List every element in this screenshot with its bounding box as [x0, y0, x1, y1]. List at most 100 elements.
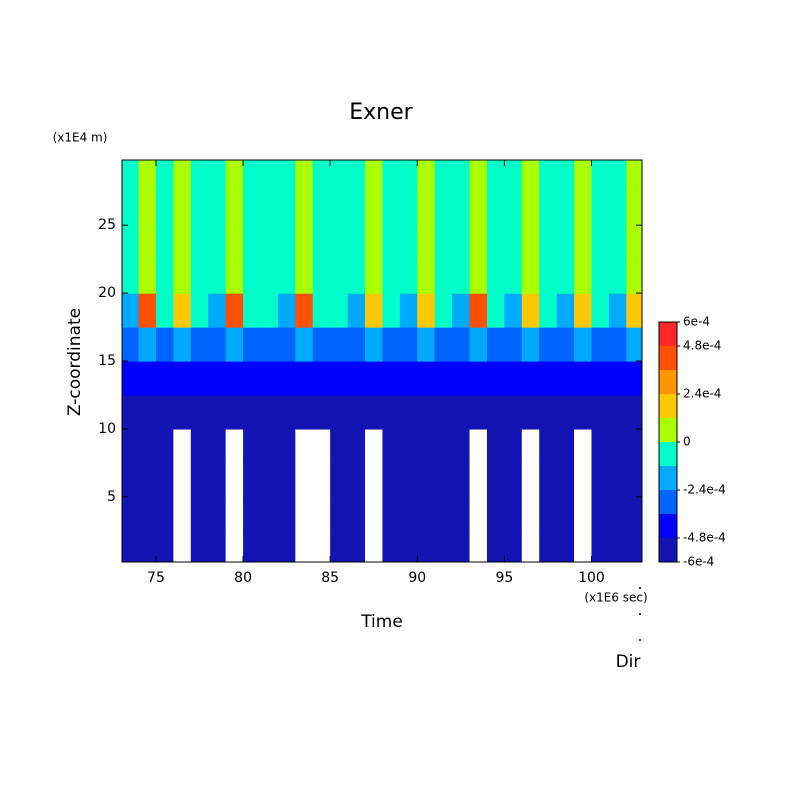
contour-cell — [626, 496, 642, 532]
contour-cell — [243, 293, 262, 328]
contour-cell — [521, 160, 540, 192]
contour-cell — [504, 462, 523, 498]
contour-cell — [626, 530, 642, 562]
contour-cell — [365, 361, 384, 396]
contour-cell — [574, 160, 593, 192]
contour-cell — [295, 496, 314, 532]
contour-cell — [452, 160, 471, 192]
contour-cell — [434, 530, 453, 562]
contour-cell — [225, 462, 244, 498]
contour-cell — [417, 293, 436, 328]
contour-cell — [138, 530, 157, 562]
contour-cell — [365, 259, 384, 294]
direction-label: Dir — [616, 652, 641, 672]
contour-cell — [434, 327, 453, 362]
contour-cell — [556, 327, 575, 362]
contour-cell — [608, 225, 627, 260]
contour-cell — [504, 327, 523, 362]
contour-cell — [277, 160, 296, 192]
dot — [639, 613, 641, 615]
contour-cell — [452, 530, 471, 562]
contour-cell — [312, 327, 331, 362]
contour-cell — [626, 327, 642, 362]
contour-cell — [190, 462, 209, 498]
contour-cell — [365, 225, 384, 260]
contour-cell — [504, 293, 523, 328]
contour-cell — [399, 293, 418, 328]
contour-cell — [225, 259, 244, 294]
axes: 75 80 85 90 95 100 5 10 15 20 25 6e-4 4.8e-4 2.4e-4 0 -… — [98, 159, 726, 586]
colorbar-tick-label: 6e-4 — [683, 315, 710, 329]
contour-cell — [434, 191, 453, 226]
contour-cell — [608, 259, 627, 294]
contour-cell — [330, 259, 349, 294]
contour-cell — [399, 225, 418, 260]
contour-cell — [434, 496, 453, 532]
contour-cell — [190, 428, 209, 464]
contour-cell — [243, 394, 262, 430]
contour-cell — [365, 160, 384, 192]
chart-title: Exner — [349, 100, 413, 125]
contour-cell — [486, 394, 505, 430]
contour-cell — [173, 394, 192, 430]
contour-cell — [138, 160, 157, 192]
contour-cell — [365, 530, 384, 562]
contour-cell — [574, 530, 593, 562]
contour-cell — [138, 259, 157, 294]
contour-cell — [225, 225, 244, 260]
contour-cell — [277, 394, 296, 430]
contour-cell — [295, 259, 314, 294]
contour-cell — [556, 191, 575, 226]
contour-cell — [539, 394, 558, 430]
contour-cell — [260, 191, 279, 226]
contour-cell — [312, 160, 331, 192]
contour-cell — [556, 225, 575, 260]
contour-cell — [469, 428, 488, 464]
contour-cell — [260, 496, 279, 532]
contour-cell — [504, 225, 523, 260]
contour-cell — [190, 191, 209, 226]
contour-cell — [277, 225, 296, 260]
contour-cell — [591, 225, 610, 260]
contour-cell — [382, 293, 401, 328]
contour-cell — [382, 327, 401, 362]
y-tick-label: 15 — [98, 353, 116, 369]
y-tick-label: 20 — [98, 285, 116, 301]
contour-cell — [173, 225, 192, 260]
contour-cell — [469, 394, 488, 430]
contour-cell — [574, 462, 593, 498]
contour-cell — [347, 259, 366, 294]
contour-cell — [260, 225, 279, 260]
contour-cell — [608, 394, 627, 430]
contour-cell — [225, 293, 244, 328]
contour-cell — [417, 225, 436, 260]
contour-cell — [243, 496, 262, 532]
contour-cell — [417, 191, 436, 226]
contour-cell — [347, 225, 366, 260]
contour-cell — [469, 327, 488, 362]
contour-cell — [591, 428, 610, 464]
contour-cell — [608, 462, 627, 498]
contour-cell — [155, 496, 174, 532]
contour-cell — [417, 530, 436, 562]
contour-cell — [591, 293, 610, 328]
contour-cell — [434, 225, 453, 260]
contour-cell — [521, 327, 540, 362]
contour-cell — [521, 191, 540, 226]
colorbar-swatch — [659, 466, 677, 490]
contour-cell — [539, 191, 558, 226]
contour-cell — [521, 462, 540, 498]
contour-cell — [208, 530, 227, 562]
y-unit: (x1E4 m) — [53, 131, 108, 145]
y-tick-label: 25 — [98, 217, 116, 233]
contour-cell — [295, 293, 314, 328]
contour-cell — [434, 394, 453, 430]
contour-cell — [260, 428, 279, 464]
contour-cell — [138, 327, 157, 362]
contour-cell — [190, 327, 209, 362]
contour-cell — [399, 394, 418, 430]
contour-cell — [295, 160, 314, 192]
contour-cell — [312, 225, 331, 260]
contour-cell — [312, 496, 331, 532]
contour-cell — [608, 530, 627, 562]
